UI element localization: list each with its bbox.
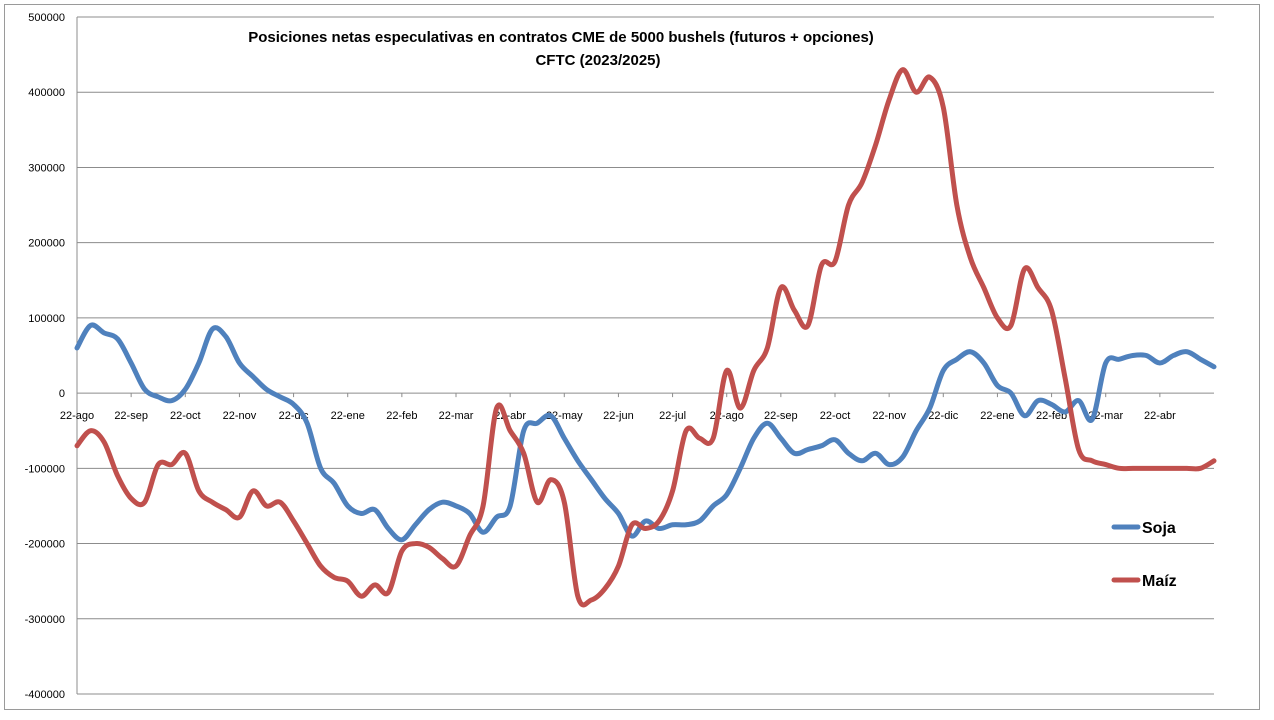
chart-title: Posiciones netas especulativas en contra… bbox=[248, 29, 874, 46]
series-layer bbox=[74, 67, 1217, 608]
legend-label: Soja bbox=[1142, 520, 1176, 537]
x-tick-labels: 22-ago 22-sep 22-oct 22-nov 22-dic 22-ene 22-f… bbox=[60, 393, 1176, 422]
y-tick-labels: 500000 400000 300000 200000 100000 0 -100000 -2… bbox=[25, 12, 65, 701]
x-tick-label: 22-nov bbox=[872, 410, 906, 422]
x-tick-label: 22-mar bbox=[439, 410, 474, 422]
grid-layer bbox=[76, 16, 1214, 695]
y-tick-label: 400000 bbox=[28, 87, 65, 99]
series-line-maiz bbox=[74, 67, 1217, 608]
x-tick-label: 22-feb bbox=[1036, 410, 1067, 422]
x-tick-label: 22-jul bbox=[659, 410, 686, 422]
series-line-soja bbox=[74, 322, 1217, 543]
y-tick-label: 500000 bbox=[28, 12, 65, 24]
x-tick-label: 22-nov bbox=[223, 410, 257, 422]
chart-subtitle: CFTC (2023/2025) bbox=[535, 52, 660, 69]
x-tick-label: 22-jun bbox=[603, 410, 634, 422]
y-tick-label: 300000 bbox=[28, 162, 65, 174]
x-tick-label: 22-ene bbox=[980, 410, 1014, 422]
x-tick-label: 22-ago bbox=[60, 410, 94, 422]
x-tick-label: 22-dic bbox=[928, 410, 958, 422]
legend-label: Maíz bbox=[1142, 573, 1177, 590]
y-tick-label: -200000 bbox=[25, 539, 65, 551]
x-tick-label: 22-sep bbox=[114, 410, 148, 422]
y-tick-label: -100000 bbox=[25, 463, 65, 475]
y-tick-label: 200000 bbox=[28, 238, 65, 250]
y-tick-label: 0 bbox=[59, 388, 65, 400]
x-tick-label: 22-abr bbox=[1144, 410, 1176, 422]
x-tick-label: 22-feb bbox=[386, 410, 417, 422]
chart-frame bbox=[4, 4, 1260, 710]
x-tick-label: 22-mar bbox=[1088, 410, 1123, 422]
legend: Soja Maíz bbox=[1111, 520, 1177, 590]
x-tick-label: 22-oct bbox=[170, 410, 201, 422]
x-tick-label: 22-oct bbox=[820, 410, 851, 422]
y-tick-label: 100000 bbox=[28, 313, 65, 325]
x-tick-label: 22-sep bbox=[764, 410, 798, 422]
x-tick-label: 22-abr bbox=[494, 410, 526, 422]
y-tick-label: -400000 bbox=[25, 689, 65, 701]
y-tick-label: -300000 bbox=[25, 614, 65, 626]
x-tick-label: 22-ene bbox=[331, 410, 365, 422]
